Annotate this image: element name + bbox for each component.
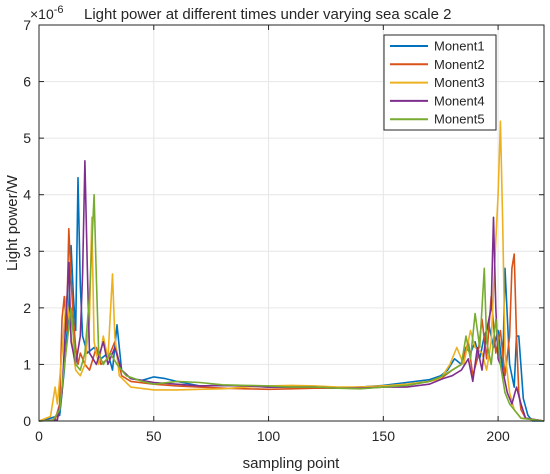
series-line-monent2	[38, 227, 545, 422]
legend-label: Monent1	[434, 39, 485, 54]
y-tick-label: 5	[23, 130, 31, 146]
y-exponent-base: ×10	[30, 6, 54, 22]
legend-label: Monent3	[434, 75, 485, 90]
y-exponent-label: ×10-6	[30, 4, 64, 22]
y-tick-label: 1	[23, 356, 31, 372]
series-line-monent3	[38, 120, 545, 422]
legend: Monent1 Monent2 Monent3 Monent4 Monent5	[383, 34, 497, 131]
y-tick-label: 0	[23, 413, 31, 429]
series-line-monent5	[38, 193, 545, 422]
x-tick-label: 50	[146, 428, 162, 444]
series-lines	[38, 120, 545, 422]
plot-frame	[38, 24, 545, 422]
chart-title: Light power at different times under var…	[84, 6, 451, 23]
x-tick-label: 100	[257, 428, 281, 444]
x-tick-label: 0	[35, 428, 43, 444]
x-tick-label: 150	[372, 428, 396, 444]
axis-ticks: 0 50 100 150 200 0 1 2 3 4 5 6 7	[23, 17, 544, 444]
series-line-monent1	[38, 176, 544, 422]
y-axis-label: Light power/W	[4, 174, 21, 271]
y-tick-label: 6	[23, 74, 31, 90]
x-axis-label: sampling point	[243, 455, 341, 472]
legend-label: Monent4	[434, 93, 485, 108]
y-tick-label: 7	[23, 17, 31, 33]
y-tick-label: 3	[23, 243, 31, 259]
legend-label: Monent2	[434, 57, 485, 72]
y-tick-label: 4	[23, 187, 31, 203]
y-exponent-power: -6	[54, 4, 64, 16]
legend-label: Monent5	[434, 112, 485, 127]
y-tick-label: 2	[23, 300, 31, 316]
series-line-monent4	[38, 160, 545, 422]
x-tick-label: 200	[486, 428, 510, 444]
